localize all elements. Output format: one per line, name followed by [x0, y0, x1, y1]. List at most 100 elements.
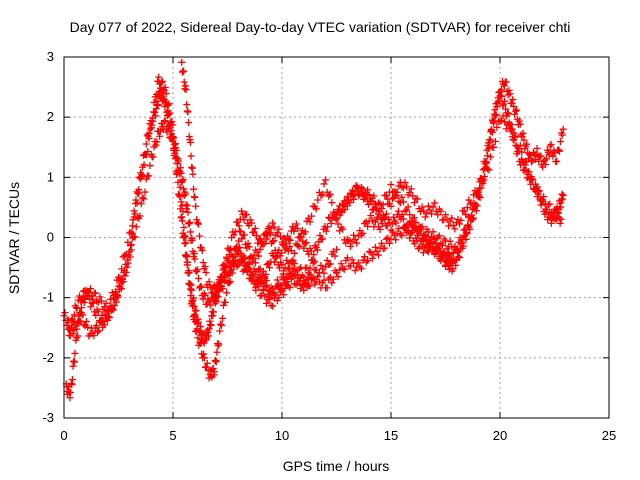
data-point: [198, 246, 206, 254]
data-point: [367, 248, 375, 256]
data-point: [184, 258, 192, 266]
data-point: [348, 256, 356, 264]
data-point: [292, 280, 300, 288]
data-point: [186, 280, 194, 288]
data-point: [326, 260, 334, 268]
data-point: [140, 161, 148, 169]
y-tick-label: 2: [47, 109, 54, 124]
data-point: [277, 249, 285, 257]
y-tick-label: -3: [42, 410, 54, 425]
data-point: [149, 114, 157, 122]
data-point: [468, 200, 476, 208]
data-point: [506, 90, 514, 98]
data-point: [111, 288, 119, 296]
data-point: [151, 108, 159, 116]
data-point: [124, 238, 132, 246]
data-point: [306, 218, 314, 226]
data-point: [399, 198, 407, 206]
data-point: [304, 269, 312, 277]
data-point: [220, 277, 228, 285]
data-point: [90, 332, 98, 340]
data-point: [336, 227, 344, 235]
data-point: [309, 274, 317, 282]
data-point: [195, 275, 203, 283]
data-point: [423, 247, 431, 255]
data-point: [289, 273, 297, 281]
data-point: [306, 282, 314, 290]
data-point: [343, 202, 351, 210]
data-point: [240, 231, 248, 239]
data-point: [256, 271, 264, 279]
data-point: [234, 249, 242, 257]
data-point: [354, 232, 362, 240]
data-point: [434, 234, 442, 242]
x-tick-label: 5: [169, 428, 176, 443]
data-point: [205, 332, 213, 340]
data-point: [127, 246, 135, 254]
data-point: [84, 323, 92, 331]
data-point: [303, 283, 311, 291]
data-point: [127, 228, 135, 236]
data-point: [442, 211, 449, 219]
data-point: [339, 264, 347, 272]
data-point: [68, 315, 76, 323]
data-point: [183, 101, 191, 109]
data-point: [343, 235, 351, 243]
data-point: [362, 192, 370, 200]
data-point: [437, 257, 445, 265]
data-point: [382, 192, 390, 200]
data-point: [367, 198, 375, 206]
data-point: [192, 202, 200, 210]
data-point: [541, 161, 549, 169]
data-point: [216, 327, 224, 335]
data-point: [389, 213, 397, 221]
data-point: [91, 289, 99, 297]
data-point: [152, 141, 160, 149]
data-point: [181, 240, 189, 248]
data-point: [210, 368, 218, 376]
data-point: [156, 132, 164, 140]
data-point: [187, 152, 195, 160]
data-point: [225, 246, 233, 254]
data-point: [104, 316, 112, 324]
data-point: [306, 264, 314, 272]
data-points: [60, 58, 567, 402]
data-point: [125, 229, 133, 237]
data-point: [67, 388, 75, 396]
data-point: [448, 214, 456, 222]
data-point: [250, 255, 258, 263]
data-point: [269, 302, 277, 310]
data-point: [226, 245, 234, 253]
data-point: [218, 273, 226, 281]
data-point: [205, 278, 213, 286]
data-point: [511, 110, 519, 118]
data-point: [406, 234, 414, 242]
data-point: [75, 312, 83, 320]
data-point: [166, 134, 174, 142]
data-point: [523, 140, 531, 148]
data-point: [209, 365, 217, 373]
data-point: [199, 259, 207, 267]
data-point: [403, 206, 411, 214]
data-point: [207, 321, 215, 329]
data-point: [162, 90, 170, 98]
data-point: [206, 301, 214, 309]
data-point: [431, 199, 439, 207]
y-tick-label: -1: [42, 290, 54, 305]
data-point: [225, 272, 233, 280]
data-point: [133, 199, 141, 207]
data-point: [493, 123, 501, 131]
data-point: [178, 58, 186, 66]
data-point: [84, 292, 92, 300]
data-point: [546, 142, 554, 150]
data-point: [395, 225, 403, 233]
data-point: [122, 268, 130, 276]
data-point: [278, 261, 286, 269]
data-point: [262, 229, 270, 237]
data-point: [434, 211, 442, 219]
data-point: [94, 298, 102, 306]
data-point: [285, 235, 293, 243]
data-point: [424, 202, 432, 210]
data-point: [101, 310, 109, 318]
data-point: [254, 239, 262, 247]
